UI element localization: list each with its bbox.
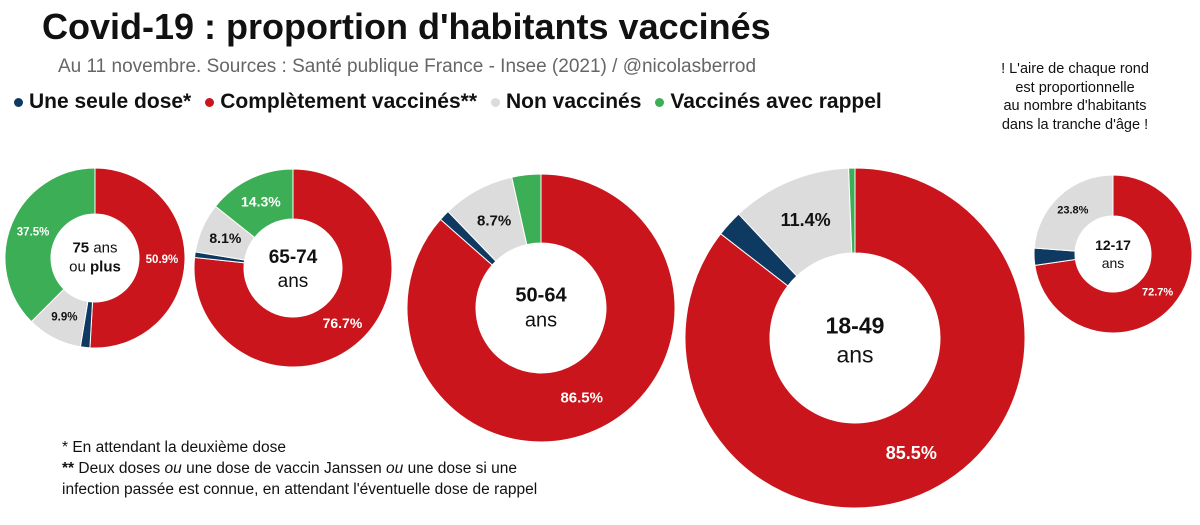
segment-label: 23.8% bbox=[1057, 205, 1088, 217]
donut-center-label: 50-64 bbox=[515, 285, 567, 307]
legend-item-une-seule-dose: Une seule dose* bbox=[14, 90, 191, 114]
legend-dot-icon bbox=[14, 97, 23, 107]
donut-center-label: 18-49 bbox=[826, 313, 885, 339]
donut-50-64: 86.5% 8.7% 50-64 ans bbox=[406, 173, 676, 443]
chart-subtitle: Au 11 novembre. Sources : Santé publique… bbox=[58, 56, 757, 77]
segment-label: 50.9% bbox=[146, 254, 179, 266]
note-line: dans la tranche d'âge ! bbox=[1001, 116, 1149, 133]
segment-label: 14.3% bbox=[241, 193, 281, 209]
footnote-2: ** Deux doses ou une dose de vaccin Jans… bbox=[62, 458, 537, 479]
footnote-2-part: une dose si une bbox=[403, 460, 518, 477]
segment-label: 8.7% bbox=[477, 212, 511, 229]
segment-label: 8.1% bbox=[209, 230, 241, 246]
chart-title: Covid-19 : proportion d'habitants vaccin… bbox=[42, 6, 771, 47]
donut-segment-non_vaccines bbox=[1033, 174, 1114, 252]
legend-item-completement-vaccines: Complètement vaccinés** bbox=[205, 90, 477, 114]
donut-segment-completement bbox=[406, 173, 676, 443]
donut-12-17: 72.7% 23.8% 12-17 ans bbox=[1033, 174, 1193, 334]
donut-segment-completement bbox=[89, 167, 186, 349]
footnote-3: infection passée est connue, en attendan… bbox=[62, 481, 538, 498]
donut-center-label: ans bbox=[836, 342, 873, 368]
segment-label: 76.7% bbox=[323, 315, 363, 331]
note-line: ! L'aire de chaque rond bbox=[1001, 61, 1149, 77]
donut-center-label: 75 ans bbox=[72, 239, 117, 256]
footnote-1: * En attendant la deuxième dose bbox=[62, 439, 287, 456]
footnote-2-part: une dose de vaccin Janssen bbox=[181, 460, 387, 477]
legend-dot-icon bbox=[655, 97, 665, 107]
footnotes: * En attendant la deuxième dose ** Deux … bbox=[62, 437, 537, 500]
legend-dot-icon bbox=[205, 97, 215, 107]
legend-label: Une seule dose* bbox=[29, 90, 192, 113]
legend-label: Complètement vaccinés** bbox=[220, 90, 478, 113]
donut-center-label: 65-74 bbox=[269, 247, 318, 268]
segment-label: 37.5% bbox=[17, 226, 50, 238]
donut-center-label: 12-17 bbox=[1095, 237, 1131, 253]
donut-18-49: 85.5% 11.4% 18-49 ans bbox=[684, 167, 1026, 509]
donut-center-label: ans bbox=[278, 271, 309, 292]
legend-item-vaccines-avec-rappel: Vaccinés avec rappel bbox=[655, 90, 882, 114]
donut-segment-rappel bbox=[848, 167, 856, 254]
note-line: au nombre d'habitants bbox=[1003, 98, 1147, 114]
donut-center-label: ans bbox=[1102, 255, 1125, 271]
donut-segment-rappel bbox=[511, 173, 542, 246]
donut-75+: 50.9% 9.9% 37.5% 75 ans ou plus bbox=[4, 167, 186, 349]
legend-item-non-vaccines: Non vaccinés bbox=[491, 90, 641, 114]
donut-segment-completement bbox=[684, 167, 1026, 509]
donut-65-74: 76.7% 8.1% 14.3% 65-74 ans bbox=[193, 168, 393, 368]
segment-label: 86.5% bbox=[560, 390, 603, 407]
donut-segment-rappel bbox=[4, 167, 96, 323]
donut-segment-rappel bbox=[214, 168, 294, 239]
segment-label: 72.7% bbox=[1142, 287, 1173, 299]
legend-label: Vaccinés avec rappel bbox=[670, 90, 882, 113]
donut-center-label: ans bbox=[525, 310, 557, 332]
donut-segment-completement bbox=[193, 168, 393, 368]
segment-label: 9.9% bbox=[51, 312, 77, 324]
segment-label: 11.4% bbox=[781, 210, 831, 230]
legend-dot-icon bbox=[491, 97, 501, 107]
segment-label: 85.5% bbox=[886, 443, 937, 463]
donut-segment-completement bbox=[1034, 174, 1193, 334]
donut-center-label: ou plus bbox=[69, 258, 121, 275]
footnote-2-part: ou bbox=[386, 460, 404, 477]
footnote-2-part: Deux doses bbox=[74, 460, 165, 477]
note-line: est proportionnelle bbox=[1015, 79, 1135, 96]
footnote-2-part: ou bbox=[164, 460, 182, 477]
legend: Une seule dose* Complètement vaccinés** … bbox=[14, 90, 882, 114]
area-note: ! L'aire de chaque rond est proportionne… bbox=[986, 60, 1164, 134]
legend-label: Non vaccinés bbox=[506, 90, 642, 113]
footnote-2-part: ** bbox=[62, 460, 75, 477]
